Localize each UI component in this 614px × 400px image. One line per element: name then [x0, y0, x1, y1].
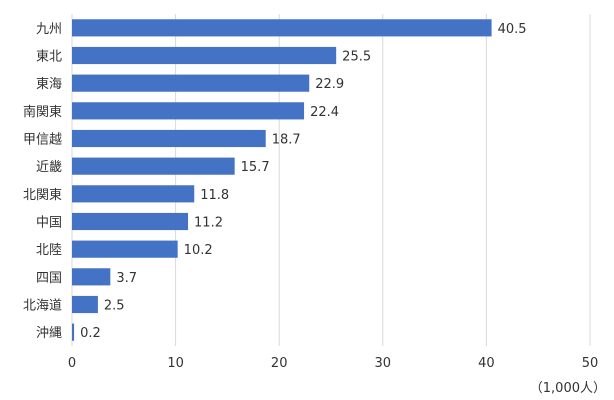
category-label: 中国 [36, 216, 62, 231]
category-label: 九州 [36, 22, 62, 37]
x-tick-label: 0 [68, 356, 76, 371]
unit-label: （1,000人） [530, 381, 606, 396]
category-label: 南関東 [23, 104, 62, 120]
value-label: 40.5 [498, 22, 527, 37]
category-label: 北海道 [23, 299, 62, 314]
value-label: 25.5 [342, 50, 371, 65]
value-label: 15.7 [241, 160, 270, 175]
bar [72, 102, 305, 120]
x-tick-label: 50 [582, 356, 599, 371]
bars [72, 19, 492, 341]
value-labels: 40.5 25.5 22.9 22.4 18.715.7 11.8 11.2 10.2 3.7 2… [80, 22, 526, 341]
category-label: 東海 [36, 76, 62, 92]
bar [72, 19, 492, 37]
category-label: 北陸 [36, 242, 62, 258]
value-label: 3.7 [116, 271, 137, 286]
category-label: 沖縄 [36, 326, 62, 341]
x-tick-label: 40 [478, 356, 495, 371]
category-label: 四国 [36, 271, 62, 286]
bar [72, 323, 75, 341]
value-label: 18.7 [272, 133, 301, 148]
value-label: 10.2 [184, 243, 213, 258]
bar [72, 129, 266, 148]
bar [72, 157, 235, 175]
value-label: 11.8 [200, 188, 229, 203]
category-label: 北関東 [23, 187, 62, 203]
value-label: 22.9 [315, 77, 344, 92]
x-axis-tick-labels: 0 10 20 30 40 50 [68, 356, 598, 371]
category-label: 近畿 [36, 160, 62, 175]
bar [72, 268, 111, 286]
category-label: 東北 [36, 49, 62, 65]
x-tick-label: 10 [167, 356, 184, 371]
bar [72, 212, 189, 231]
bar [72, 295, 98, 314]
x-tick-label: 30 [375, 356, 392, 371]
value-label: 22.4 [310, 105, 339, 120]
bar [72, 74, 310, 92]
x-tick-label: 20 [271, 356, 288, 371]
gridlines [71, 14, 591, 346]
category-label: 甲信越 [23, 133, 62, 148]
bar [72, 185, 195, 203]
value-label: 2.5 [104, 299, 125, 314]
value-label: 0.2 [80, 326, 101, 341]
bar [72, 46, 337, 65]
bar [72, 240, 178, 258]
value-label: 11.2 [194, 216, 223, 231]
